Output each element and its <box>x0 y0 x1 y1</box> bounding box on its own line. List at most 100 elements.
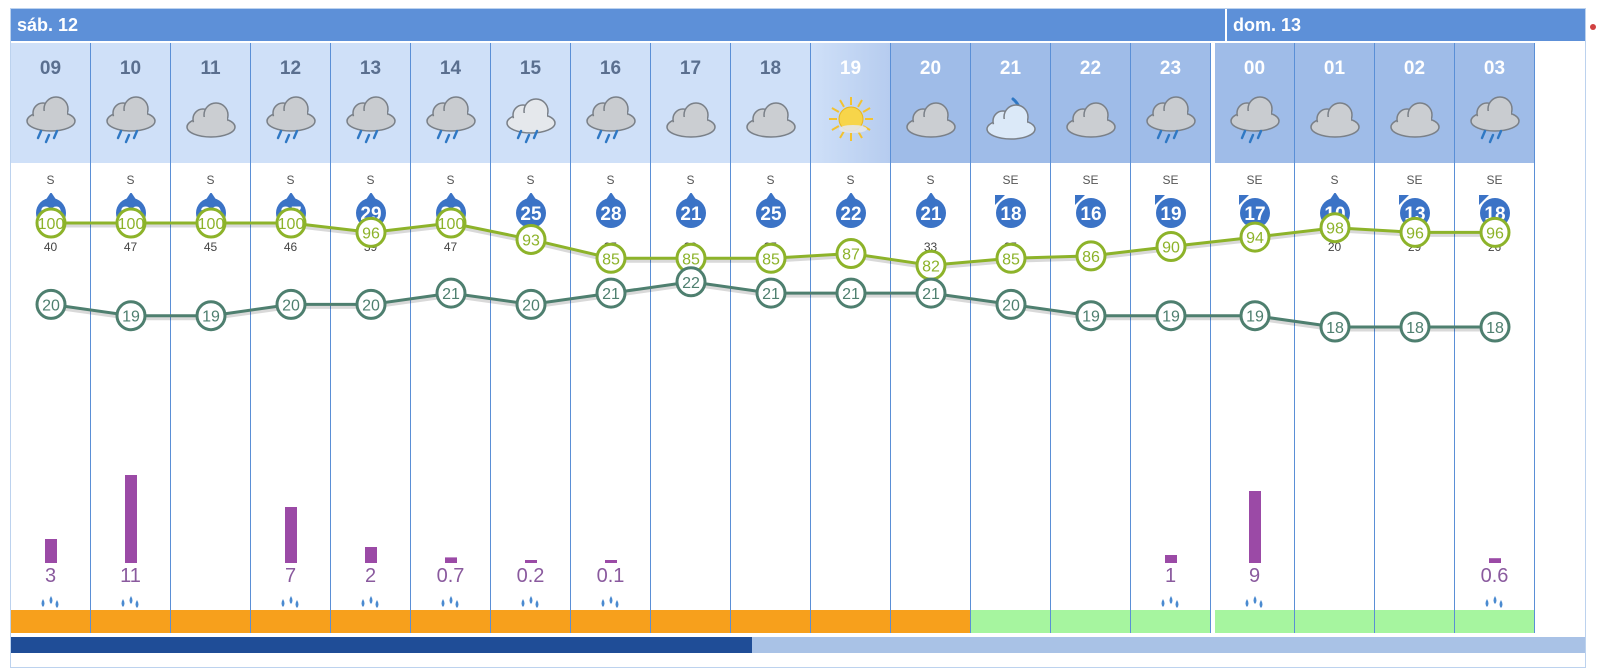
rain-cloud-icon <box>343 95 399 145</box>
wind-gust: 47 <box>443 240 458 254</box>
wind-direction: S <box>126 173 135 187</box>
rain-amount: 7 <box>284 565 297 587</box>
wind-speed: 18 <box>1000 204 1022 225</box>
wind-arrow-icon <box>833 192 869 229</box>
wind-gust: 45 <box>203 240 218 254</box>
wind-speed: 22 <box>440 204 462 225</box>
hour-column: 20 S 21 33 <box>891 43 971 633</box>
rain-amount: 0.7 <box>436 565 465 587</box>
rain-amount: 3 <box>44 565 57 587</box>
day-header: sáb. 12 <box>11 9 1225 41</box>
hour-label: 22 <box>1079 58 1102 79</box>
level-band <box>411 610 490 633</box>
level-band <box>91 610 170 633</box>
cloud-icon <box>1307 95 1363 145</box>
wind-arrow-icon <box>1073 193 1109 229</box>
wind-direction: S <box>766 173 775 187</box>
level-band <box>1131 610 1210 633</box>
hour-header: 22 <box>1051 43 1130 163</box>
hour-label: 13 <box>359 58 382 79</box>
wind-gust: 29 <box>1407 240 1422 254</box>
hour-label: 17 <box>679 58 702 79</box>
hour-header: 02 <box>1375 43 1454 163</box>
wind-direction: SE <box>1246 173 1263 187</box>
cloud-icon <box>1387 95 1443 145</box>
level-band <box>11 610 90 633</box>
rain-cloud-icon <box>423 95 479 145</box>
wind-gust: 19 <box>1247 240 1262 254</box>
wind-direction: S <box>606 173 615 187</box>
hour-column: 10 S 20 47 11 <box>91 43 171 633</box>
rain-cloud-icon <box>1227 95 1283 145</box>
rain-amount: 0.1 <box>596 565 625 587</box>
level-band <box>251 610 330 633</box>
wind-direction: SE <box>1162 173 1179 187</box>
wind-gust: 25 <box>1003 240 1018 254</box>
hour-column: 17 S 21 39 <box>651 43 731 633</box>
cloud-icon <box>1063 95 1119 145</box>
horizontal-scrollbar[interactable] <box>11 637 1585 653</box>
hour-column: 09 S 29 40 3 <box>11 43 91 633</box>
wind-gust: 29 <box>1163 240 1178 254</box>
hour-header: 15 <box>491 43 570 163</box>
rain-cloud-icon <box>1467 95 1523 145</box>
level-band <box>1051 610 1130 633</box>
raindrops-icon <box>1243 593 1267 611</box>
hour-column: 16 S 28 35 0.1 <box>571 43 651 633</box>
cloud-icon <box>903 95 959 145</box>
wind-speed: 20 <box>120 204 142 225</box>
rain-amount: 0.2 <box>516 565 545 587</box>
hour-header: 10 <box>91 43 170 163</box>
rain-amount: 0.6 <box>1480 565 1509 587</box>
cloud-icon <box>663 95 719 145</box>
forecast-widget: sáb. 12 dom. 13 09 S 29 40 3 10 S 20 47 11 11 S 30 45… <box>10 8 1586 668</box>
level-band <box>971 610 1050 633</box>
wind-direction: S <box>446 173 455 187</box>
wind-gust: 43 <box>523 240 538 254</box>
wind-direction: S <box>686 173 695 187</box>
level-band <box>651 610 730 633</box>
moon-cloud-icon <box>983 95 1039 145</box>
hour-label: 12 <box>279 58 302 79</box>
scrollbar-thumb[interactable] <box>11 637 752 653</box>
wind-gust: 35 <box>603 240 618 254</box>
cloud-icon <box>183 95 239 145</box>
level-band <box>1295 610 1374 633</box>
side-marker <box>1590 24 1596 30</box>
cloud-icon <box>743 95 799 145</box>
wind-gust: 29 <box>1083 240 1098 254</box>
hour-header: 14 <box>411 43 490 163</box>
hour-label: 14 <box>439 58 462 79</box>
wind-direction: S <box>206 173 215 187</box>
wind-speed: 25 <box>520 204 542 225</box>
hour-label: 03 <box>1483 58 1506 79</box>
wind-direction: S <box>1330 173 1339 187</box>
hour-label: 15 <box>519 58 542 79</box>
wind-gust: 33 <box>923 240 938 254</box>
hour-label: 16 <box>599 58 622 79</box>
level-band <box>891 610 970 633</box>
hour-label: 23 <box>1159 58 1182 79</box>
hour-label: 18 <box>759 58 782 79</box>
level-band <box>1455 610 1534 633</box>
rain-cloud-icon <box>263 95 319 145</box>
hour-header: 18 <box>731 43 810 163</box>
wind-gust: 35 <box>763 240 778 254</box>
raindrops-icon <box>119 593 143 611</box>
light-rain-cloud-icon <box>503 95 559 145</box>
hour-column: 15 S 25 43 0.2 <box>491 43 571 633</box>
rain-cloud-icon <box>103 95 159 145</box>
wind-gust: 40 <box>43 240 58 254</box>
hour-label: 10 <box>119 58 142 79</box>
wind-direction: S <box>46 173 55 187</box>
hour-label: 00 <box>1243 58 1266 79</box>
wind-speed: 25 <box>760 204 782 225</box>
rain-cloud-icon <box>23 95 79 145</box>
hour-column: 13 S 29 39 2 <box>331 43 411 633</box>
wind-gust: 38 <box>843 240 858 254</box>
rain-amount: 1 <box>1164 565 1177 587</box>
hour-label: 19 <box>839 58 862 79</box>
hour-column: 03 SE 18 26 0.6 <box>1455 43 1535 633</box>
wind-speed: 16 <box>1080 204 1102 225</box>
level-band <box>1215 610 1294 633</box>
